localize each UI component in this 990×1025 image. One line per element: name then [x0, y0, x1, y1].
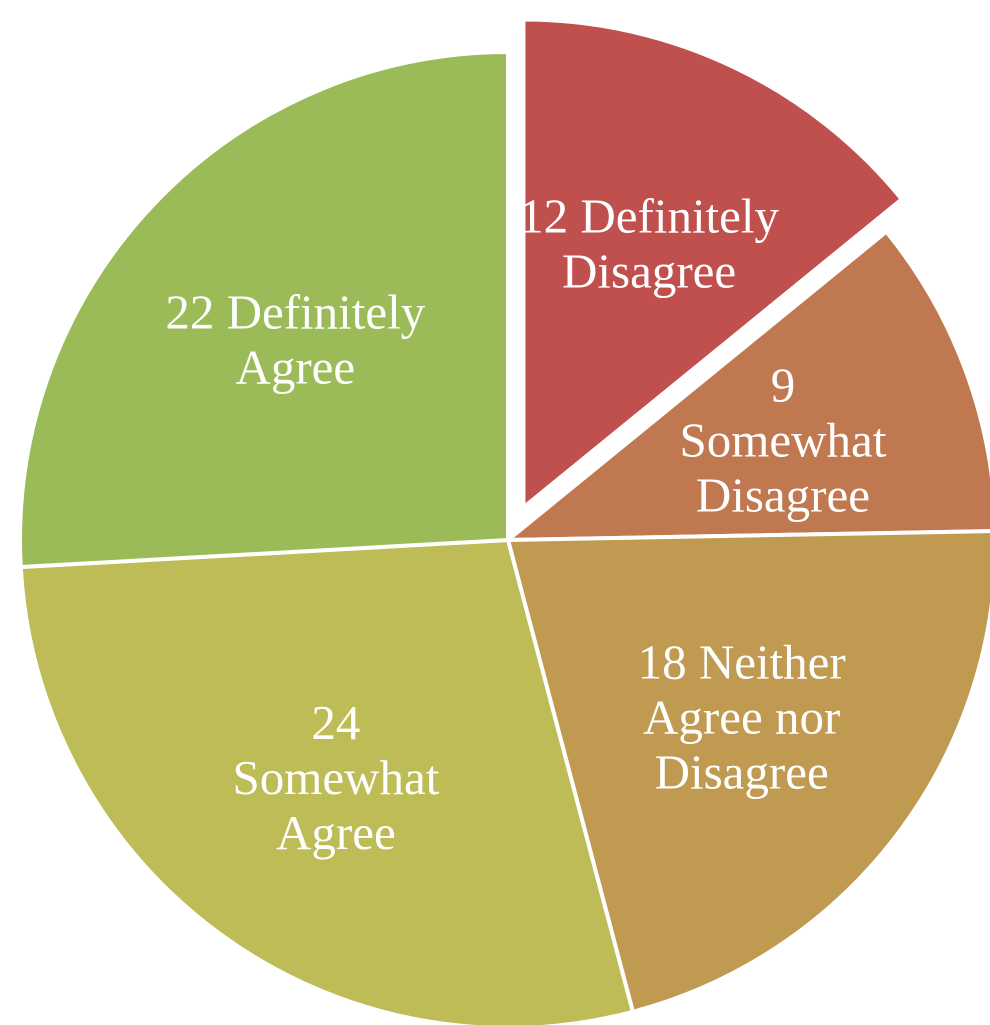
pie-slice-label-line: Agree [235, 339, 355, 394]
pie-slice-4 [18, 50, 510, 570]
pie-slice-label-4: 22 Definitely Agree [165, 284, 425, 394]
pie-slice-label-line: Disagree [562, 244, 736, 299]
pie-slice-3 [18, 538, 635, 1025]
pie-slice-label-line: 18 Neither [638, 634, 846, 689]
pie-slice-label-line: 22 Definitely [165, 284, 425, 339]
pie-slice-label-line: Agree nor [643, 689, 840, 744]
pie-slice-label-line: Disagree [696, 467, 870, 522]
pie-slice-label-line: 24 [311, 695, 360, 750]
pie-slice-label-line: 9 [771, 357, 796, 412]
pie-slice-label-3: 24 Somewhat Agree [232, 695, 439, 860]
pie-slice-label-line: Somewhat [232, 750, 439, 805]
pie-slice-label-0: 12 Definitely Disagree [519, 189, 779, 299]
pie-slice-label-1: 9 Somewhat Disagree [680, 357, 887, 522]
pie-slice-label-2: 18 Neither Agree nor Disagree [638, 634, 846, 799]
pie-slice-label-line: 12 Definitely [519, 189, 779, 244]
pie-slice-label-line: Somewhat [680, 412, 887, 467]
pie-slice-label-line: Disagree [655, 744, 829, 799]
pie-slice-0 [521, 17, 904, 510]
pie-slice-2 [506, 529, 990, 1014]
pie-slice-1 [506, 229, 990, 542]
pie-slice-label-line: Agree [276, 805, 396, 860]
pie-slices [18, 17, 990, 1025]
